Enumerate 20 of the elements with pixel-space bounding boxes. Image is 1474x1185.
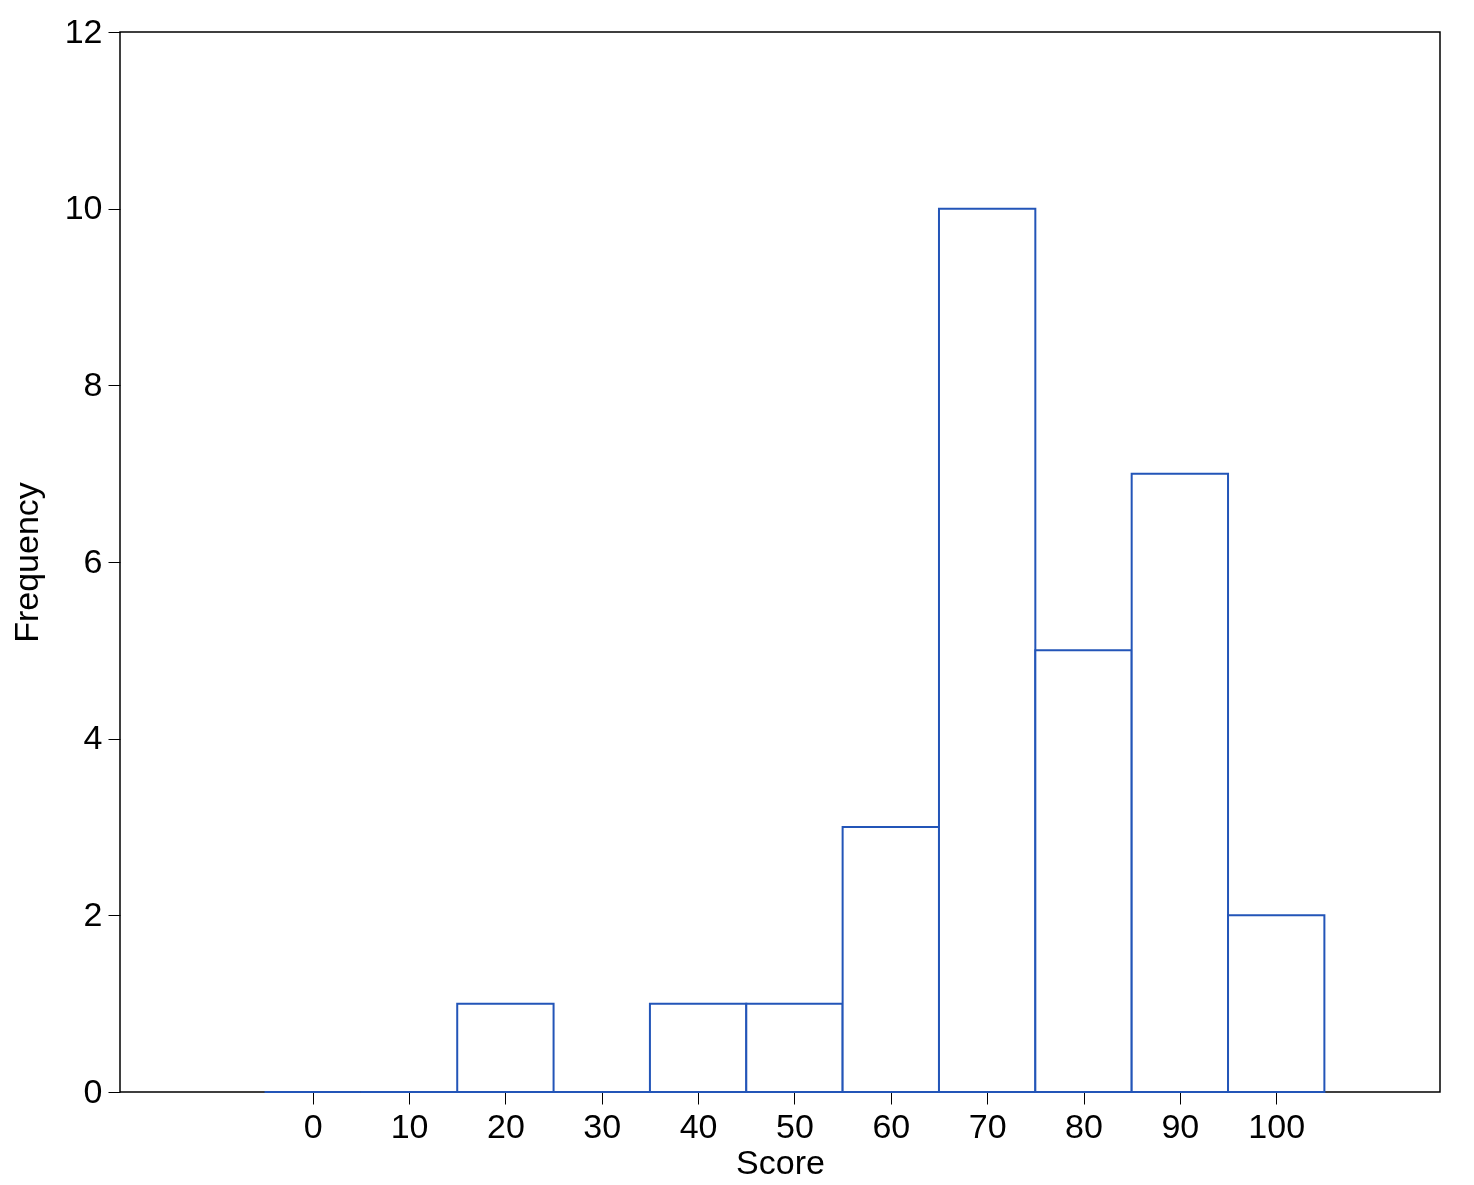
y-tick-label: 4 bbox=[83, 718, 103, 757]
x-tick-label: 0 bbox=[303, 1106, 323, 1145]
x-axis-title: Score bbox=[736, 1142, 825, 1181]
y-tick-label: 8 bbox=[83, 364, 103, 403]
y-tick-label: 0 bbox=[83, 1071, 103, 1110]
x-tick-label: 100 bbox=[1248, 1106, 1306, 1145]
x-tick-label: 80 bbox=[1065, 1106, 1103, 1145]
x-tick-label: 10 bbox=[390, 1106, 429, 1145]
x-tick-label: 60 bbox=[872, 1106, 911, 1145]
x-tick-label: 40 bbox=[679, 1106, 718, 1145]
x-tick-label: 20 bbox=[486, 1106, 525, 1145]
y-tick-label: 6 bbox=[83, 541, 103, 580]
y-axis-title: Frequency bbox=[6, 482, 45, 643]
y-tick-label: 2 bbox=[83, 894, 103, 933]
x-tick-label: 90 bbox=[1161, 1106, 1200, 1145]
y-tick-label: 12 bbox=[64, 11, 103, 50]
x-tick-label: 70 bbox=[968, 1106, 1007, 1145]
x-tick-label: 30 bbox=[583, 1106, 622, 1145]
y-tick-label: 10 bbox=[64, 188, 103, 227]
x-tick-label: 50 bbox=[776, 1106, 814, 1145]
